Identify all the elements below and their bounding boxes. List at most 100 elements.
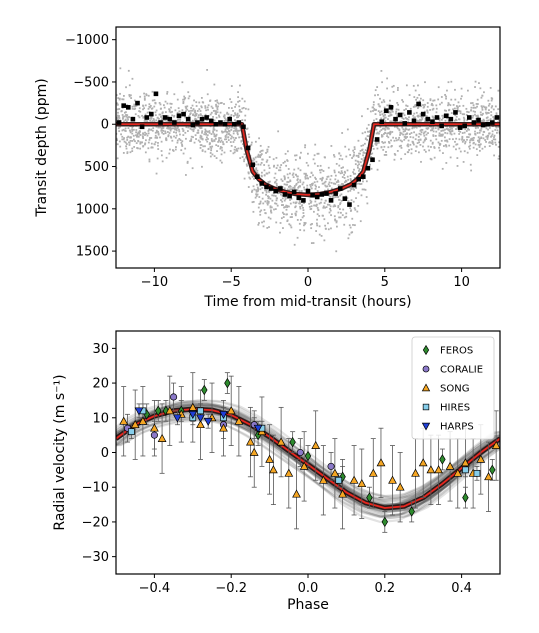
unbinned-point — [165, 138, 168, 141]
unbinned-point — [416, 142, 419, 144]
unbinned-point — [383, 118, 386, 120]
unbinned-point — [268, 167, 271, 170]
binned-point — [204, 115, 209, 120]
unbinned-point — [221, 131, 224, 134]
unbinned-point — [447, 120, 450, 123]
unbinned-point — [233, 151, 236, 154]
unbinned-point — [201, 165, 203, 168]
unbinned-point — [151, 107, 154, 110]
unbinned-point — [285, 204, 288, 207]
unbinned-point — [144, 134, 146, 136]
unbinned-point — [227, 139, 230, 141]
unbinned-point — [195, 105, 198, 107]
unbinned-point — [343, 177, 346, 179]
unbinned-point — [497, 157, 500, 160]
unbinned-point — [476, 105, 478, 108]
unbinned-point — [341, 176, 344, 178]
unbinned-point — [310, 187, 313, 190]
unbinned-point — [135, 129, 138, 131]
unbinned-point — [460, 97, 462, 100]
unbinned-point — [375, 144, 378, 146]
unbinned-point — [226, 111, 229, 114]
unbinned-point — [205, 119, 208, 121]
unbinned-point — [414, 89, 417, 92]
rv-point-song — [418, 458, 428, 467]
unbinned-point — [472, 104, 475, 107]
x-tick-label: 0.0 — [298, 581, 319, 596]
unbinned-point — [385, 151, 387, 153]
unbinned-point — [341, 132, 344, 134]
unbinned-point — [308, 205, 311, 208]
unbinned-point — [337, 171, 340, 174]
unbinned-point — [317, 208, 320, 211]
binned-point — [268, 186, 274, 191]
unbinned-point — [257, 189, 260, 192]
unbinned-point — [303, 224, 305, 227]
unbinned-point — [313, 162, 316, 165]
unbinned-point — [232, 130, 235, 133]
rv-point-song — [311, 440, 321, 449]
unbinned-point — [238, 105, 241, 108]
unbinned-point — [150, 137, 153, 139]
unbinned-point — [397, 127, 399, 130]
unbinned-point — [125, 143, 128, 145]
unbinned-point — [155, 131, 158, 134]
unbinned-point — [455, 128, 458, 130]
unbinned-point — [415, 111, 418, 114]
unbinned-point — [486, 111, 489, 114]
unbinned-point — [211, 140, 214, 143]
unbinned-point — [268, 171, 271, 174]
unbinned-point — [235, 130, 237, 132]
unbinned-point — [262, 225, 265, 228]
binned-point — [125, 105, 131, 110]
unbinned-point — [370, 153, 372, 155]
unbinned-point — [432, 135, 435, 137]
unbinned-point — [257, 223, 260, 226]
binned-point — [139, 124, 145, 130]
unbinned-point — [419, 129, 422, 132]
unbinned-point — [332, 196, 335, 199]
rv-point-hires — [462, 466, 469, 474]
rv-point-song — [376, 458, 386, 467]
unbinned-point — [194, 115, 197, 117]
binned-point — [245, 145, 251, 151]
unbinned-point — [431, 108, 434, 111]
unbinned-point — [182, 102, 185, 105]
unbinned-point — [259, 144, 262, 147]
unbinned-point — [289, 224, 292, 227]
unbinned-point — [220, 130, 223, 133]
unbinned-point — [328, 185, 331, 187]
unbinned-point — [265, 193, 267, 196]
unbinned-point — [294, 213, 297, 216]
unbinned-point — [153, 105, 156, 108]
unbinned-point — [327, 175, 330, 178]
unbinned-point — [123, 111, 126, 114]
unbinned-point — [314, 200, 317, 203]
unbinned-point — [427, 127, 430, 129]
unbinned-point — [468, 147, 471, 150]
unbinned-point — [199, 113, 202, 116]
unbinned-point — [154, 111, 157, 114]
binned-point — [181, 111, 186, 117]
unbinned-point — [189, 157, 192, 160]
unbinned-point — [254, 140, 257, 143]
unbinned-point — [174, 109, 177, 112]
unbinned-point — [120, 133, 122, 136]
y-tick-label: 30 — [92, 342, 109, 357]
unbinned-point — [321, 179, 323, 182]
unbinned-point — [408, 94, 411, 96]
unbinned-point — [277, 130, 280, 133]
unbinned-point — [329, 208, 331, 210]
unbinned-point — [188, 125, 191, 128]
unbinned-point — [320, 235, 323, 237]
unbinned-point — [318, 225, 321, 228]
unbinned-point — [395, 139, 398, 142]
unbinned-point — [188, 115, 191, 118]
unbinned-point — [324, 227, 327, 230]
rv-point-song — [188, 402, 198, 411]
unbinned-point — [181, 81, 184, 84]
unbinned-point — [284, 196, 287, 198]
unbinned-point — [121, 117, 124, 120]
unbinned-point — [483, 106, 486, 109]
